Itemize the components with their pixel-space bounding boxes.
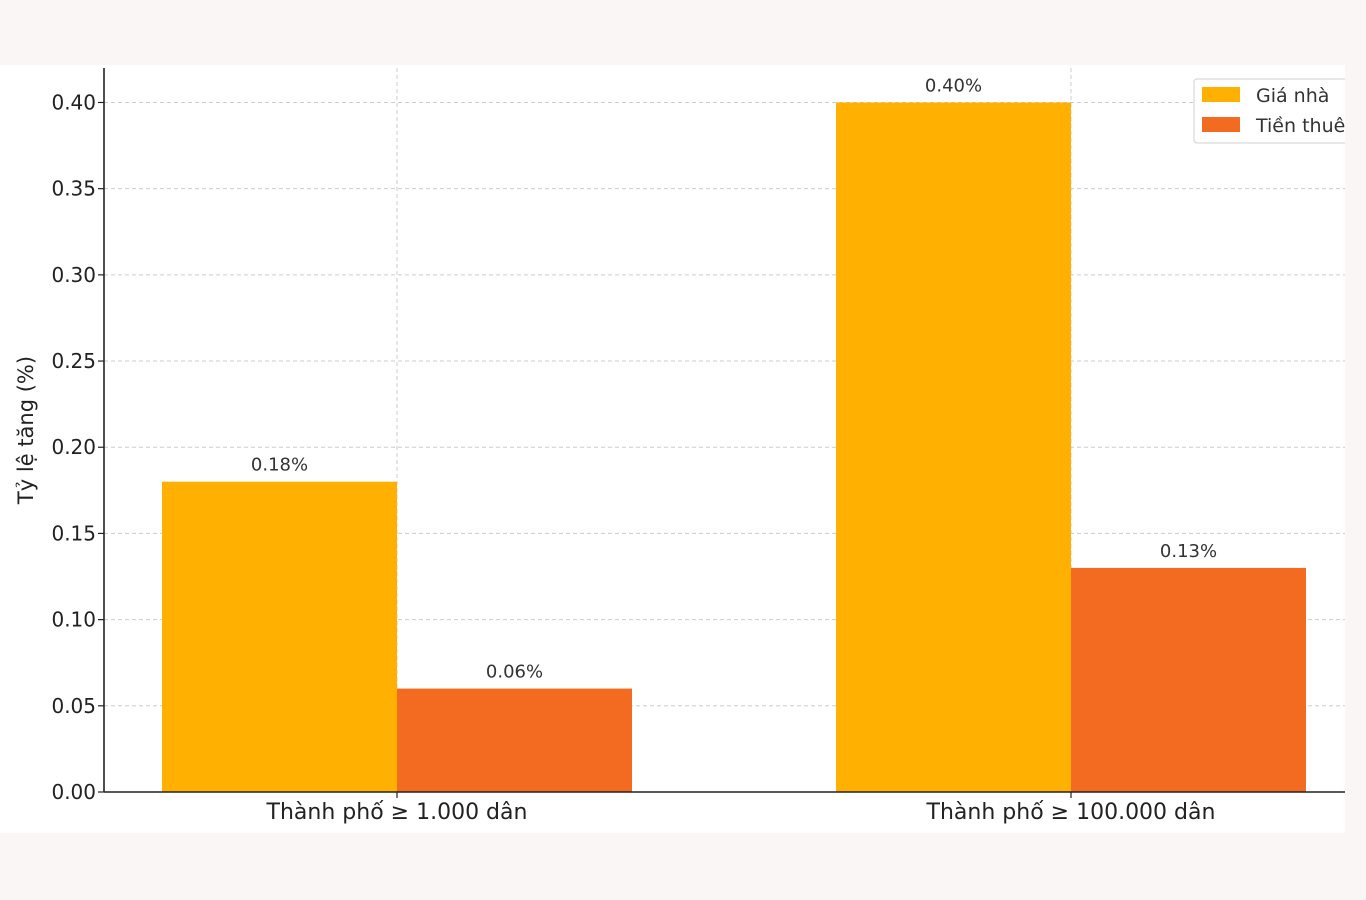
bar-tien-thue-0 bbox=[397, 688, 632, 792]
value-label-gia-nha-1: 0.40% bbox=[925, 75, 982, 96]
legend-swatch-gia-nha bbox=[1202, 87, 1240, 102]
y-tick-label-8: 0.40 bbox=[51, 90, 96, 114]
y-tick-label-5: 0.25 bbox=[51, 349, 96, 373]
legend-label-tien-thue: Tiền thuê bbox=[1255, 115, 1345, 137]
legend: Giá nhà Tiền thuê bbox=[1193, 78, 1345, 144]
x-tick-label-0: Thành phố ≥ 1.000 dân bbox=[266, 800, 528, 825]
legend-swatch-tien-thue bbox=[1202, 117, 1240, 132]
value-label-gia-nha-0: 0.18% bbox=[251, 455, 308, 476]
legend-label-gia-nha: Giá nhà bbox=[1256, 85, 1329, 107]
y-tick-label-2: 0.10 bbox=[51, 608, 96, 632]
y-tick-labels: 0.00 0.05 0.10 0.15 0.20 0.25 0.30 0.35 0.40 bbox=[51, 90, 104, 804]
y-tick-label-7: 0.35 bbox=[51, 177, 96, 201]
bar-gia-nha-1 bbox=[836, 102, 1071, 792]
x-tick-labels: Thành phố ≥ 1.000 dân Thành phố ≥ 100.000… bbox=[266, 792, 1216, 825]
y-tick-label-1: 0.05 bbox=[51, 694, 96, 718]
bars bbox=[162, 102, 1306, 792]
chart-container: 0.18% 0.40% 0.06% 0.13% 0.00 0.05 0.10 0.15 0.2… bbox=[0, 65, 1345, 833]
x-tick-label-1: Thành phố ≥ 100.000 dân bbox=[926, 800, 1216, 825]
y-tick-label-4: 0.20 bbox=[51, 435, 96, 459]
value-labels: 0.18% 0.40% 0.06% 0.13% bbox=[251, 75, 1217, 682]
bar-chart: 0.18% 0.40% 0.06% 0.13% 0.00 0.05 0.10 0.15 0.2… bbox=[14, 68, 1345, 825]
y-tick-label-0: 0.00 bbox=[51, 780, 96, 804]
y-tick-label-3: 0.15 bbox=[51, 521, 96, 545]
bar-tien-thue-1 bbox=[1071, 567, 1306, 792]
value-label-tien-thue-0: 0.06% bbox=[486, 662, 543, 683]
y-tick-label-6: 0.30 bbox=[51, 263, 96, 287]
bar-gia-nha-0 bbox=[162, 481, 397, 792]
value-label-tien-thue-1: 0.13% bbox=[1160, 541, 1217, 562]
y-axis-title: Tỷ lệ tăng (%) bbox=[14, 356, 38, 505]
